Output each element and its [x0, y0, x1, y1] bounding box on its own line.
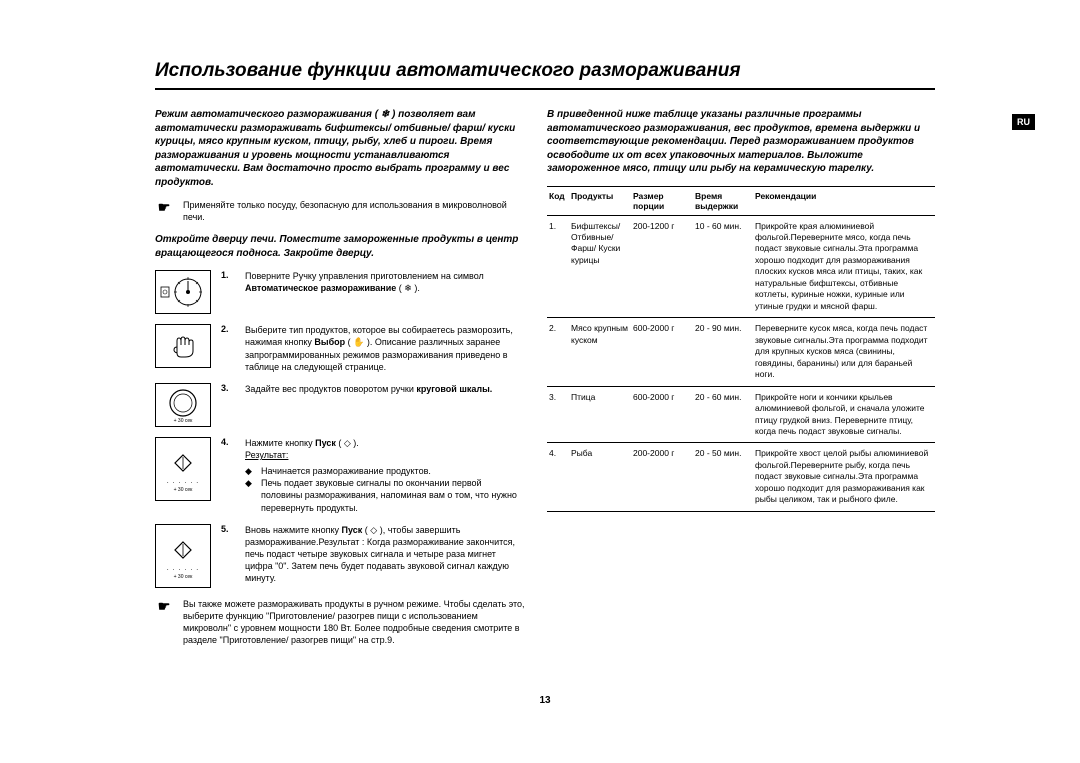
step-row: . . . . . . + 30 сек 4. Нажмите кнопку П… [155, 437, 525, 514]
start-button-icon: . . . . . . + 30 сек [155, 437, 211, 501]
cell-code: 4. [547, 443, 569, 511]
language-tab: RU [1012, 114, 1035, 130]
th-code: Код [547, 186, 569, 215]
step-number: 5. [221, 524, 235, 588]
step-text: Задайте вес продуктов поворотом ручки кр… [245, 383, 492, 427]
svg-text:+ 30 сек: + 30 сек [174, 487, 194, 493]
start-button-icon: . . . . . . + 30 сек [155, 524, 211, 588]
step-row: . . . . . . + 30 сек 5. Вновь нажмите кн… [155, 524, 525, 588]
note-row: ☛ Применяйте только посуду, безопасную д… [155, 199, 525, 223]
cell-time: 20 - 50 мин. [693, 443, 753, 511]
step4-pre: Нажмите кнопку Пуск ( ◇ ). [245, 438, 359, 448]
svg-text:+ 30 сек: + 30 сек [174, 574, 194, 580]
cell-product: Бифштексы/ Отбивные/ Фарш/ Куски курицы [569, 215, 631, 318]
th-time: Время выдержки [693, 186, 753, 215]
cell-recommendation: Прикройте края алюминиевой фольгой.Перев… [753, 215, 935, 318]
step-number: 4. [221, 437, 235, 514]
cell-product: Мясо крупным куском [569, 318, 631, 386]
right-column: В приведенной ниже таблице указаны разли… [547, 108, 935, 656]
cell-product: Рыба [569, 443, 631, 511]
cell-code: 2. [547, 318, 569, 386]
table-row: 2.Мясо крупным куском600-2000 г20 - 90 м… [547, 318, 935, 386]
two-column-layout: Режим автоматического размораживания ( ❄… [155, 108, 935, 656]
step-number: 3. [221, 383, 235, 427]
pointer-icon: ☛ [155, 199, 173, 223]
cell-recommendation: Прикройте ноги и кончики крыльев алюмини… [753, 386, 935, 443]
note-text: Применяйте только посуду, безопасную для… [183, 199, 525, 223]
cell-time: 10 - 60 мин. [693, 215, 753, 318]
table-body: 1.Бифштексы/ Отбивные/ Фарш/ Куски куриц… [547, 215, 935, 511]
th-size: Размер порции [631, 186, 693, 215]
cell-size: 600-2000 г [631, 386, 693, 443]
hand-icon [155, 324, 211, 368]
th-products: Продукты [569, 186, 631, 215]
note-text: Вы также можете размораживать продукты в… [183, 598, 525, 647]
step-text: Выберите тип продуктов, которое вы собир… [245, 324, 525, 373]
intro-left: Режим автоматического размораживания ( ❄… [155, 108, 525, 189]
cell-size: 600-2000 г [631, 318, 693, 386]
bullet: Начинается размораживание продуктов. [261, 465, 431, 477]
note-row: ☛ Вы также можете размораживать продукты… [155, 598, 525, 647]
step4-bullets: ◆Начинается размораживание продуктов. ◆П… [245, 465, 525, 514]
cell-product: Птица [569, 386, 631, 443]
instruction-subhead: Откройте дверцу печи. Поместите замороже… [155, 233, 525, 260]
dial-icon [155, 270, 211, 314]
step-text: Поверните Ручку управления приготовление… [245, 270, 525, 314]
step-number: 1. [221, 270, 235, 314]
intro-right: В приведенной ниже таблице указаны разли… [547, 108, 935, 176]
svg-text:. . . . . .: . . . . . . [167, 565, 199, 572]
table-row: 3.Птица600-2000 г20 - 60 мин.Прикройте н… [547, 386, 935, 443]
th-rec: Рекомендации [753, 186, 935, 215]
cell-size: 200-1200 г [631, 215, 693, 318]
step-text: Вновь нажмите кнопку Пуск ( ◇ ), чтобы з… [245, 524, 525, 588]
cell-size: 200-2000 г [631, 443, 693, 511]
table-row: 1.Бифштексы/ Отбивные/ Фарш/ Куски куриц… [547, 215, 935, 318]
svg-text:. . . . . .: . . . . . . [167, 478, 199, 485]
cell-recommendation: Переверните кусок мяса, когда печь подас… [753, 318, 935, 386]
cell-time: 20 - 60 мин. [693, 386, 753, 443]
pointer-icon: ☛ [155, 598, 173, 647]
step-number: 2. [221, 324, 235, 373]
manual-page: RU Использование функции автоматического… [155, 60, 935, 656]
cell-time: 20 - 90 мин. [693, 318, 753, 386]
table-header: Код Продукты Размер порции Время выдержк… [547, 186, 935, 215]
table-row: 4.Рыба200-2000 г20 - 50 мин.Прикройте хв… [547, 443, 935, 511]
cell-code: 3. [547, 386, 569, 443]
bullet: Печь подает звуковые сигналы по окончани… [261, 477, 525, 513]
page-title: Использование функции автоматического ра… [155, 60, 935, 90]
step-row: 2. Выберите тип продуктов, которое вы со… [155, 324, 525, 373]
defrost-table: Код Продукты Размер порции Время выдержк… [547, 186, 935, 512]
left-column: Режим автоматического размораживания ( ❄… [155, 108, 525, 656]
svg-text:+ 30 сек: + 30 сек [174, 418, 194, 424]
result-label: Результат: [245, 450, 288, 460]
cell-recommendation: Прикройте хвост целой рыбы алюминиевой ф… [753, 443, 935, 511]
weight-dial-icon: + 30 сек [155, 383, 211, 427]
step-row: 1. Поверните Ручку управления приготовле… [155, 270, 525, 314]
cell-code: 1. [547, 215, 569, 318]
page-number: 13 [155, 695, 935, 706]
step-row: + 30 сек 3. Задайте вес продуктов поворо… [155, 383, 525, 427]
step-text: Нажмите кнопку Пуск ( ◇ ). Результат: ◆Н… [245, 437, 525, 514]
